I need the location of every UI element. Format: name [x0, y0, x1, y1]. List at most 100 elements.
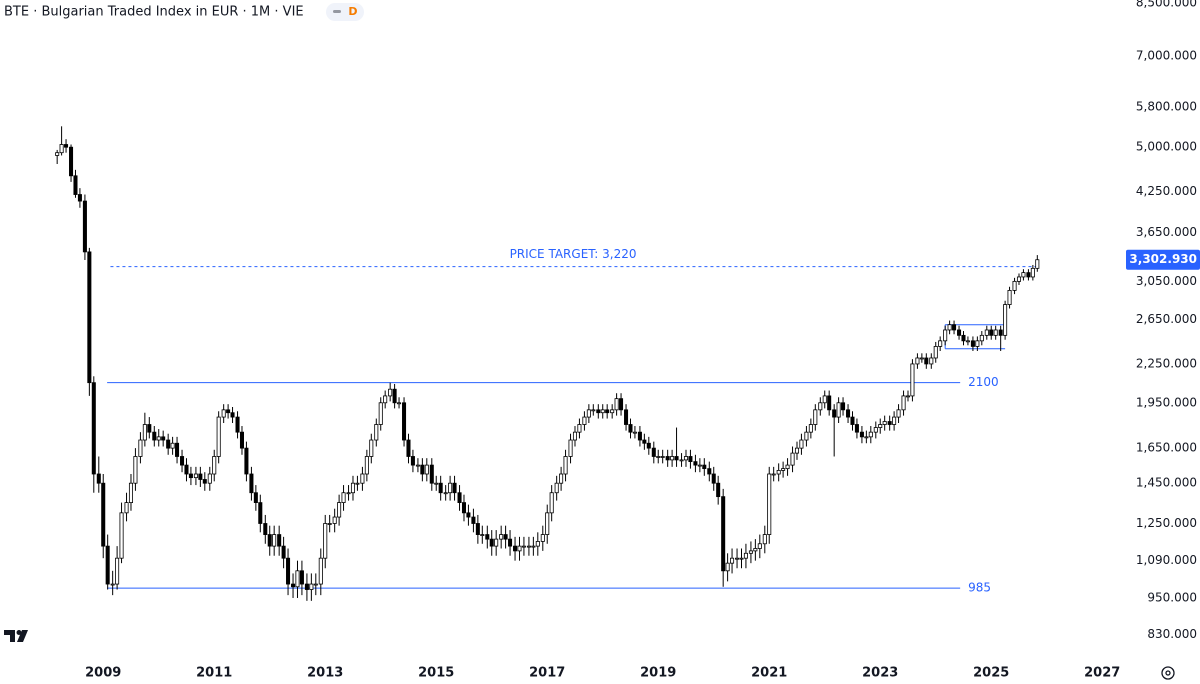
gear-inner[interactable]: [1165, 670, 1171, 676]
candle-body: [452, 482, 457, 494]
candle-body: [337, 502, 342, 518]
y-tick-label: 1,250.000: [1136, 516, 1197, 530]
candle-body: [933, 346, 938, 359]
candle-body: [688, 456, 693, 463]
candle-body: [341, 492, 346, 503]
candle-body: [443, 492, 448, 495]
candle-body: [725, 562, 730, 572]
candle-body: [230, 412, 235, 418]
candle-body: [531, 545, 536, 548]
candle-body: [993, 329, 998, 336]
candle-body: [832, 409, 837, 418]
candle-body: [757, 543, 762, 549]
y-tick-label: 3,650.000: [1136, 225, 1197, 239]
x-tick-label: 2023: [862, 666, 898, 681]
candle-body: [55, 152, 60, 156]
x-tick-label: 2027: [1084, 666, 1120, 681]
candle-body: [642, 439, 647, 444]
candle-body: [161, 436, 166, 441]
last-price-label: 3,302.930: [1129, 252, 1197, 266]
candle-body: [420, 464, 425, 475]
candle-body: [674, 456, 679, 461]
candle-body: [299, 570, 304, 585]
candle-body: [549, 492, 554, 514]
candle-body: [540, 534, 545, 542]
candle-body: [457, 492, 462, 503]
candle-body: [716, 482, 721, 498]
candle-body: [535, 541, 540, 547]
candle-body: [1030, 267, 1035, 278]
candle-body: [864, 436, 869, 439]
annotation-label: 985: [968, 581, 991, 595]
candle-body: [804, 431, 809, 441]
candle-body: [859, 431, 864, 438]
candle-body: [614, 398, 619, 411]
candle-body: [221, 409, 226, 418]
x-tick-label: 2019: [640, 666, 676, 681]
candle-body: [526, 545, 531, 548]
y-tick-label: 4,250.000: [1136, 184, 1197, 198]
candle-body: [267, 534, 272, 547]
candle-body: [87, 251, 92, 384]
candle-body: [350, 482, 356, 494]
y-tick-label: 8,500.000: [1136, 0, 1197, 10]
candle-body: [998, 329, 1003, 336]
candle-body: [683, 456, 689, 461]
candle-body: [961, 334, 966, 342]
candle-body: [207, 473, 212, 484]
y-tick-label: 1,450.000: [1136, 476, 1197, 490]
candle-body: [748, 550, 753, 554]
candle-body: [489, 538, 494, 547]
candle-body: [406, 439, 411, 457]
candle-body: [471, 516, 476, 524]
candle-body: [799, 439, 804, 449]
candle-body: [730, 557, 735, 564]
candle-body: [295, 570, 300, 588]
candle-body: [619, 398, 624, 411]
candle-body: [392, 388, 397, 404]
candle-body: [517, 545, 522, 552]
candle-body: [82, 200, 87, 253]
candle-body: [258, 502, 263, 524]
candle-body: [1012, 280, 1017, 291]
badge-dash: [333, 10, 341, 13]
candle-body: [180, 456, 185, 466]
candle-body: [596, 409, 601, 414]
settings-icon[interactable]: [1161, 666, 1175, 680]
candle-body: [364, 456, 369, 475]
candle-body: [670, 456, 675, 461]
candle-body: [101, 482, 106, 547]
candle-body: [743, 552, 748, 559]
candle-body: [943, 329, 948, 342]
candle-body: [771, 473, 776, 476]
candle-body: [905, 395, 911, 398]
candle-body: [374, 424, 379, 441]
candle-body: [110, 583, 115, 586]
candle-body: [776, 470, 781, 475]
candle-body: [133, 456, 138, 484]
candle-body: [521, 545, 526, 548]
candle-body: [216, 416, 221, 457]
candle-body: [152, 431, 157, 441]
candle-body: [397, 402, 402, 405]
y-tick-label: 1,950.000: [1136, 395, 1197, 409]
y-tick-label: 1,090.000: [1136, 553, 1197, 567]
gear-outer[interactable]: [1161, 666, 1175, 680]
candle-body: [323, 523, 328, 559]
candle-body: [628, 424, 633, 433]
candle-body: [781, 468, 786, 471]
candle-body: [378, 402, 383, 425]
candle-body: [910, 363, 915, 397]
candle-body: [272, 534, 277, 547]
candle-body: [836, 402, 841, 418]
candle-body: [263, 523, 268, 535]
candle-body: [827, 395, 832, 411]
candle-body: [318, 557, 323, 585]
candle-body: [494, 538, 499, 547]
candle-body: [1021, 272, 1026, 278]
candle-body: [188, 473, 193, 479]
candle-body: [466, 512, 471, 518]
candle-body: [854, 424, 859, 433]
candle-body: [989, 329, 994, 336]
